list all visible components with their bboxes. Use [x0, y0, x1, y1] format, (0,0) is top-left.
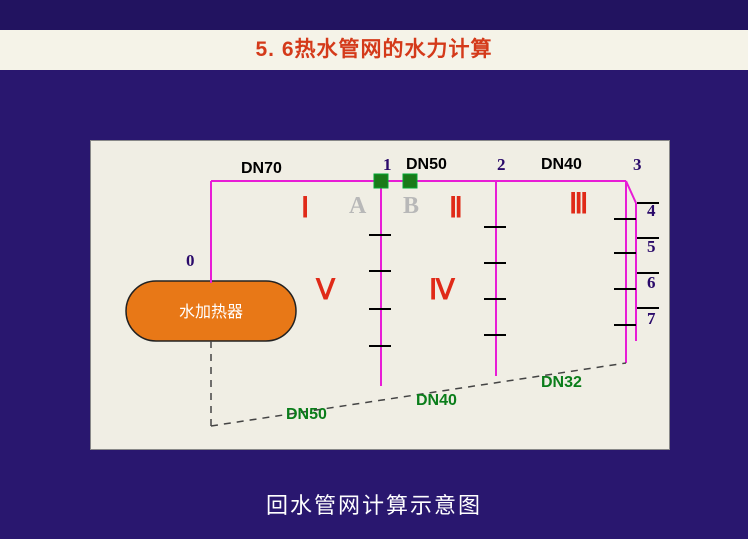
top-band	[0, 0, 748, 30]
caption-text: 回水管网计算示意图	[266, 493, 482, 518]
zone-roman: Ⅴ	[315, 275, 336, 306]
heater-label: 水加热器	[179, 303, 243, 321]
slide-title: 5. 6热水管网的水力计算	[0, 30, 748, 70]
dn-label-bottom: DN50	[286, 406, 327, 423]
valve-icon	[403, 174, 417, 188]
zone-roman: Ⅳ	[429, 275, 456, 306]
node-number: 0	[186, 251, 195, 270]
dn-label-top: DN50	[406, 156, 447, 173]
ab-label: A	[349, 193, 367, 219]
zone-roman: Ⅰ	[301, 193, 309, 224]
zone-roman: Ⅱ	[449, 193, 463, 224]
node-number: 1	[383, 155, 392, 174]
ab-label: B	[403, 193, 419, 219]
node-number: 3	[633, 155, 642, 174]
diagram-panel: 水加热器 DN70 DN50 DN40 DN50 DN40 DN32 0 1 2 3 4 5 6 7 Ⅰ Ⅱ Ⅲ Ⅳ…	[90, 140, 670, 450]
node-number: 4	[647, 201, 656, 220]
node-number: 2	[497, 155, 506, 174]
dn-label-top: DN40	[541, 156, 582, 173]
caption: 回水管网计算示意图	[0, 488, 748, 520]
node-number: 7	[647, 309, 656, 328]
dn-label-bottom: DN32	[541, 374, 582, 391]
pipe-network-diagram: 水加热器 DN70 DN50 DN40 DN50 DN40 DN32 0 1 2 3 4 5 6 7 Ⅰ Ⅱ Ⅲ Ⅳ…	[91, 141, 671, 451]
valve-icon	[374, 174, 388, 188]
dn-label-top: DN70	[241, 160, 282, 177]
node-number: 6	[647, 273, 656, 292]
zone-roman: Ⅲ	[569, 189, 588, 220]
node-number: 5	[647, 237, 656, 256]
title-text: 5. 6热水管网的水力计算	[255, 38, 492, 61]
dn-label-bottom: DN40	[416, 392, 457, 409]
pipe-segment	[626, 181, 636, 203]
